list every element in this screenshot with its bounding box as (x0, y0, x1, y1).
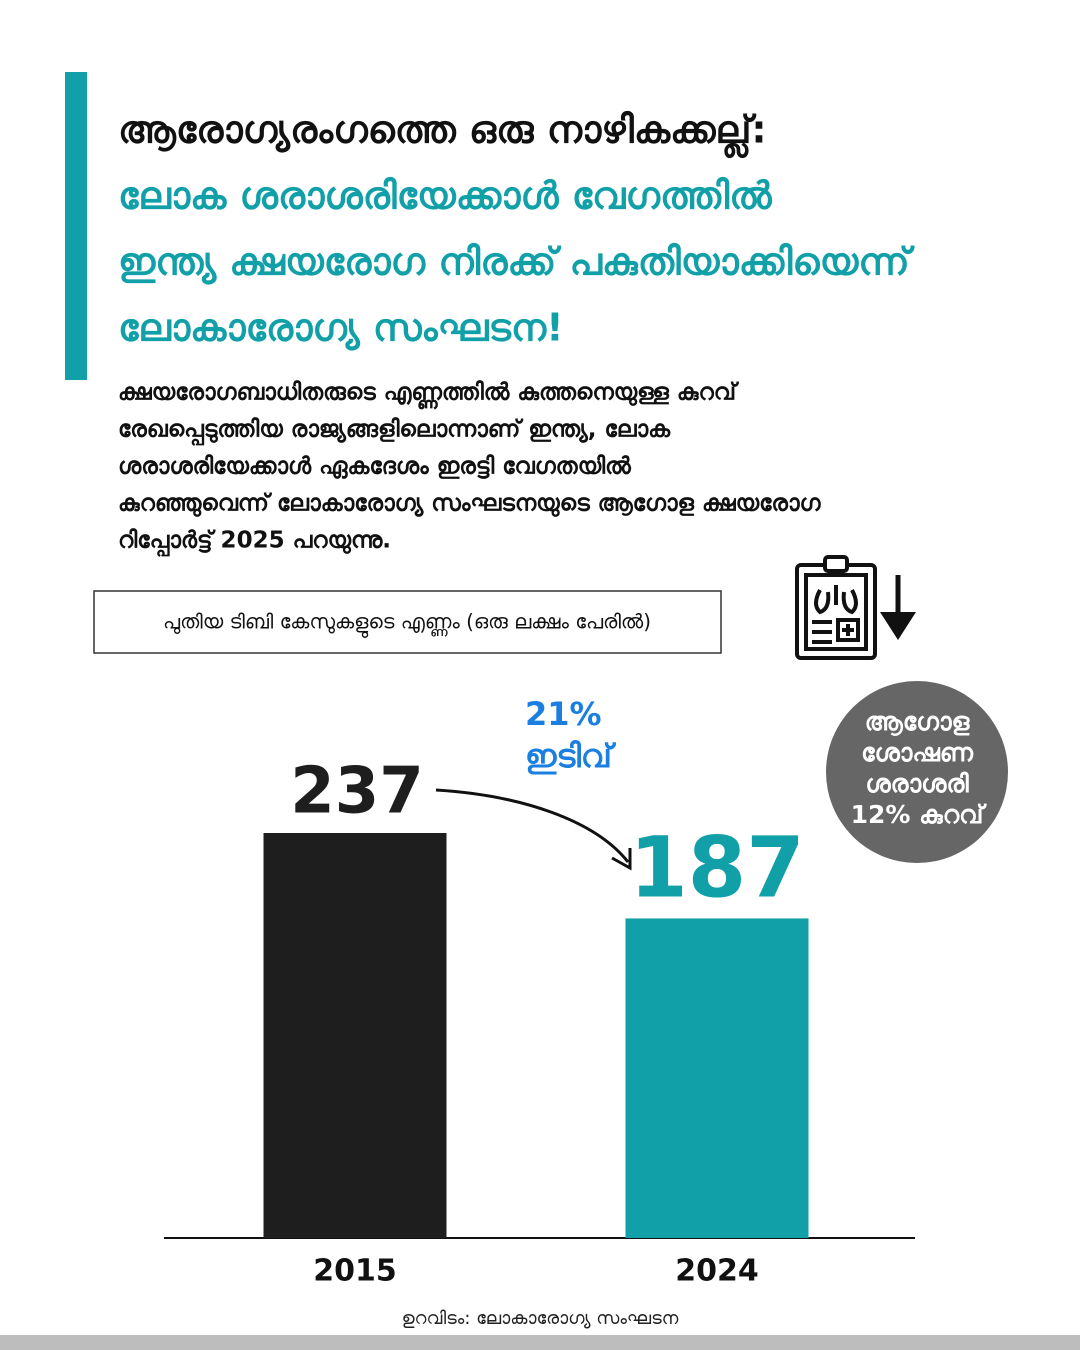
body-line: കുറഞ്ഞുവെന്ന് ലോകാരോഗ്യ സംഘടനയുടെ ആഗോള ക… (118, 491, 821, 518)
bar (263, 833, 447, 1238)
chart-title-box (93, 590, 722, 654)
body-line: രേഖപ്പെടുത്തിയ രാജ്യങ്ങളിലൊന്നാണ് ഇന്ത്യ… (118, 417, 671, 446)
clipboard-icon (795, 555, 877, 660)
chart-title: പുതിയ ടിബി കേസുകളുടെ എണ്ണം (ഒരു ലക്ഷം പേ… (163, 610, 651, 638)
x-tick-label: 2024 (675, 1254, 759, 1289)
callout-text: 12% കുറവ് (851, 800, 988, 829)
callout-text: ശോഷണ (861, 738, 974, 767)
source: ഉറവിടം: ലോകാരോഗ്യ സംഘടന (402, 1308, 679, 1329)
body-line: ക്ഷയരോഗബാധിതരുടെ എണ്ണത്തിൽ കുത്തനെയുള്ള … (118, 380, 740, 410)
callout-text: ആഗോള (865, 707, 971, 737)
value-label: 187 (629, 818, 804, 916)
annotation: 21% (525, 695, 602, 733)
value-label: 237 (290, 755, 424, 829)
bar (625, 918, 809, 1238)
down-arrow-head (880, 612, 916, 640)
callout-text: ശരാശരി (865, 769, 969, 798)
body-line: റിപ്പോർട്ട് 2025 പറയുന്നു. (118, 528, 391, 557)
accent-bar (65, 72, 87, 380)
footer-strip (0, 1335, 1080, 1350)
title: ആരോഗ്യരംഗത്തെ ഒരു നാഴികക്കല്ല്: (118, 108, 767, 160)
subtitle-line: ലോകാരോഗ്യ സംഘടന! (118, 306, 564, 352)
subtitle-line: ലോക ശരാശരിയേക്കാൾ വേഗത്തിൽ (118, 174, 772, 218)
x-tick-label: 2015 (313, 1254, 397, 1289)
change-arrow (435, 788, 630, 863)
callout-circle (826, 681, 1008, 863)
subtitle-line: ഇന്ത്യ ക്ഷയരോഗ നിരക്ക് പകുതിയാക്കിയെന്ന് (118, 240, 915, 286)
annotation: ഇടിവ് (525, 737, 617, 775)
body-line: ശരാശരിയേക്കാൾ ഏകദേശം ഇരട്ടി വേഗതയിൽ (118, 454, 632, 480)
change-arrow-head (611, 848, 632, 871)
